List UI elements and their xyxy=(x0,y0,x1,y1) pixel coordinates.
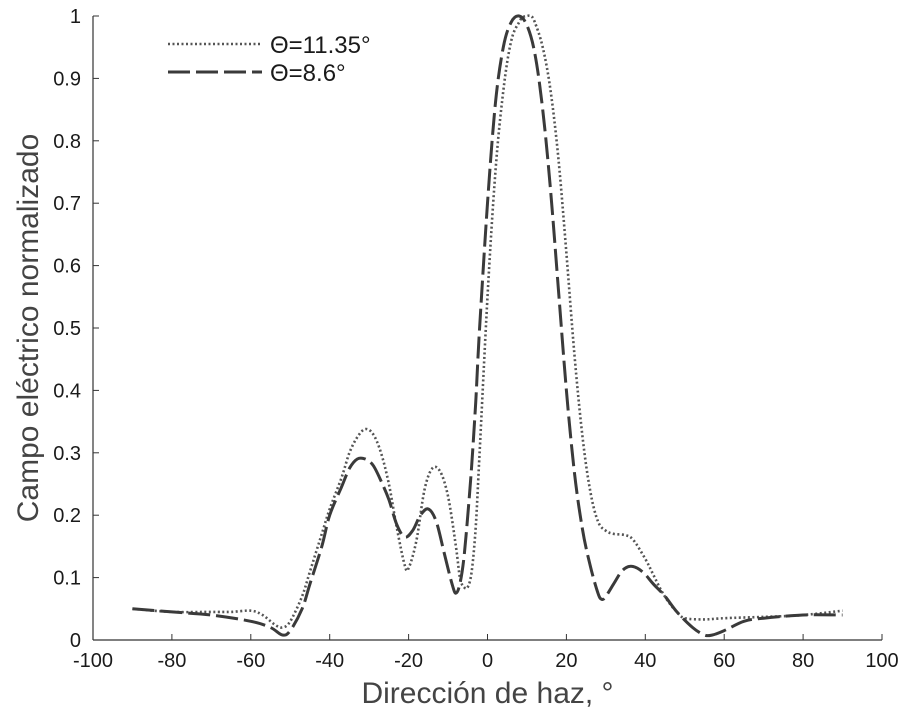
x-tick-label: -100 xyxy=(73,650,113,672)
y-tick-label: 0.8 xyxy=(53,131,81,153)
y-tick-label: 0.5 xyxy=(53,318,81,340)
y-axis-title: Campo eléctrico normalizado xyxy=(12,134,45,523)
series-layer xyxy=(132,14,843,638)
y-tick-label: 0 xyxy=(70,630,81,652)
x-tick-label: -40 xyxy=(315,650,344,672)
x-tick-label: 0 xyxy=(482,650,493,672)
y-tick-label: 0.3 xyxy=(53,443,81,465)
y-tick-label: 0.2 xyxy=(53,505,81,527)
legend: Θ=11.35°Θ=8.6° xyxy=(168,32,371,87)
y-tick-label: 1 xyxy=(70,6,81,28)
x-tick-label: -80 xyxy=(157,650,186,672)
y-tick-label: 0.9 xyxy=(53,68,81,90)
series-line-2 xyxy=(132,14,843,638)
x-tick-label: -20 xyxy=(394,650,423,672)
x-tick-label: 40 xyxy=(634,650,656,672)
y-tick-label: 0.1 xyxy=(53,568,81,590)
y-tick-label: 0.7 xyxy=(53,193,81,215)
x-tick-label: 60 xyxy=(713,650,735,672)
x-tick-label: -60 xyxy=(236,650,265,672)
x-axis-title: Dirección de haz, ° xyxy=(361,677,613,710)
x-tick-label: 20 xyxy=(555,650,577,672)
y-tick-label: 0.6 xyxy=(53,256,81,278)
legend-label-1: Θ=11.35° xyxy=(270,32,371,59)
x-tick-label: 80 xyxy=(792,650,814,672)
y-tick-label: 0.4 xyxy=(53,380,81,402)
legend-label-2: Θ=8.6° xyxy=(270,60,346,87)
x-tick-label: 100 xyxy=(865,650,898,672)
axes: -100 -80 -60 -40 -20 0 20 40 60 80 100 0 0.1 0.2 0.3 0.… xyxy=(53,6,899,672)
series-line-1 xyxy=(132,14,843,629)
